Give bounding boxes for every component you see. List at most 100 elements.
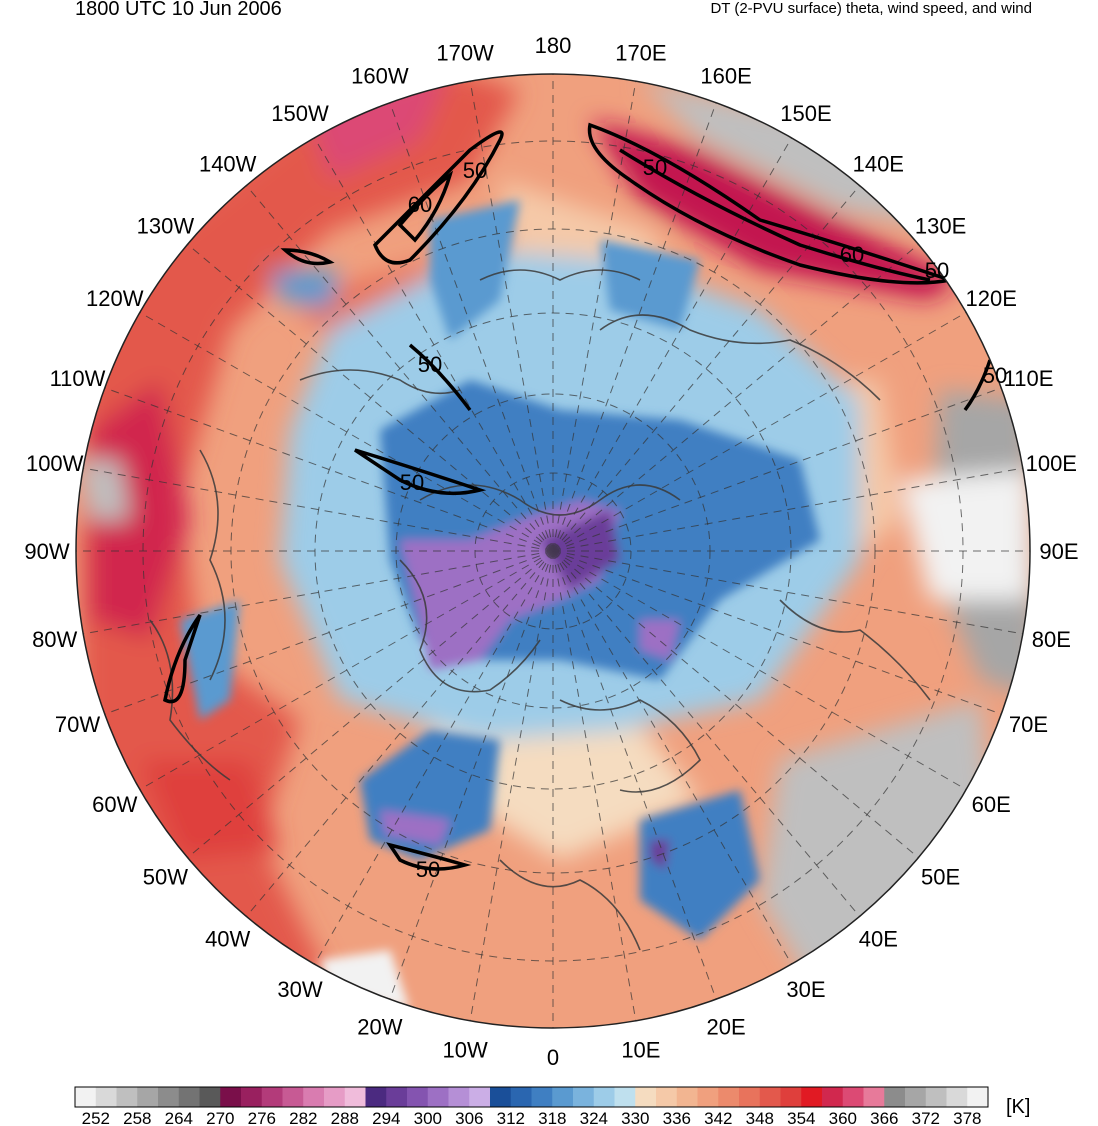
meridian-line bbox=[552, 244, 919, 552]
colorbar-swatch bbox=[241, 1087, 263, 1107]
valid-time-title: 1800 UTC 10 Jun 2006 bbox=[75, 0, 282, 20]
longitude-label: 50E bbox=[921, 864, 960, 889]
longitude-label: 30W bbox=[277, 977, 322, 1002]
longitude-label: 120E bbox=[966, 286, 1017, 311]
colorbar-tick-label: 360 bbox=[829, 1109, 857, 1126]
colorbar-tick-label: 378 bbox=[953, 1109, 981, 1126]
colorbar-tick-label: 300 bbox=[414, 1109, 442, 1126]
longitude-label: 30E bbox=[786, 977, 825, 1002]
colorbar-swatch bbox=[427, 1087, 449, 1107]
colorbar-tick-label: 288 bbox=[331, 1109, 359, 1126]
meridian-line bbox=[552, 550, 860, 917]
meridian-line bbox=[246, 550, 554, 917]
meridian-line bbox=[314, 550, 554, 965]
colorbar-swatch bbox=[946, 1087, 968, 1107]
colorbar-swatch bbox=[967, 1087, 989, 1107]
meridian-line bbox=[552, 550, 717, 1000]
contour-label: 50 bbox=[418, 352, 442, 377]
colorbar-swatch bbox=[822, 1087, 844, 1107]
contour-label: 50 bbox=[643, 155, 667, 180]
meridian-line bbox=[389, 550, 554, 1000]
colorbar-swatch bbox=[95, 1087, 117, 1107]
contour-label: 50 bbox=[400, 470, 424, 495]
meridian-line bbox=[552, 387, 1002, 552]
colorbar-tick-label: 270 bbox=[206, 1109, 234, 1126]
colorbar-tick-label: 348 bbox=[746, 1109, 774, 1126]
contour-label: 50 bbox=[416, 857, 440, 882]
wind-speed-contours bbox=[163, 122, 992, 871]
meridian-line bbox=[552, 550, 637, 1021]
colorbar-swatch bbox=[614, 1087, 636, 1107]
longitude-label: 60W bbox=[92, 792, 137, 817]
colorbar-swatch bbox=[407, 1087, 429, 1107]
colorbar-swatch bbox=[490, 1087, 512, 1107]
meridian-line bbox=[552, 550, 792, 965]
longitude-label: 150E bbox=[780, 101, 831, 126]
meridian-line bbox=[552, 467, 1023, 552]
colorbar-border bbox=[74, 1086, 989, 1108]
colorbar-swatch bbox=[531, 1087, 553, 1107]
meridian-line bbox=[187, 550, 554, 858]
longitude-label: 150W bbox=[271, 101, 329, 126]
colorbar-swatch bbox=[344, 1087, 366, 1107]
longitude-label: 10W bbox=[442, 1037, 487, 1062]
meridian-line bbox=[246, 185, 554, 552]
meridian-line bbox=[552, 550, 1023, 635]
longitude-label: 170W bbox=[436, 41, 494, 66]
colorbar-swatch bbox=[116, 1087, 138, 1107]
colorbar-unit: [K] bbox=[1006, 1096, 1031, 1118]
colorbar-swatch bbox=[365, 1087, 387, 1107]
meridian-line bbox=[83, 550, 554, 635]
longitude-label: 40E bbox=[859, 927, 898, 952]
colorbar-swatch bbox=[780, 1087, 802, 1107]
longitude-label: 20W bbox=[357, 1015, 402, 1040]
longitude-label: 90E bbox=[1039, 539, 1078, 564]
longitude-label: 160W bbox=[351, 64, 409, 89]
colorbar-swatch bbox=[552, 1087, 574, 1107]
meridian-line bbox=[139, 550, 554, 790]
colorbar-swatch bbox=[697, 1087, 719, 1107]
meridian-line bbox=[552, 137, 792, 552]
longitude-label: 40W bbox=[205, 927, 250, 952]
colorbar-swatch bbox=[510, 1087, 532, 1107]
colorbar-tick-label: 264 bbox=[165, 1109, 193, 1126]
contour-label: 60 bbox=[408, 192, 432, 217]
meridian-line bbox=[552, 102, 717, 552]
meridian-line bbox=[469, 550, 554, 1021]
colorbar-swatch bbox=[905, 1087, 927, 1107]
meridian-line bbox=[552, 550, 919, 858]
longitude-label: 70E bbox=[1009, 712, 1048, 737]
colorbar-swatch bbox=[863, 1087, 885, 1107]
colorbar-tick-label: 330 bbox=[621, 1109, 649, 1126]
meridian-line bbox=[469, 81, 554, 552]
meridian-line bbox=[139, 312, 554, 552]
longitude-label: 60E bbox=[972, 792, 1011, 817]
colorbar-swatch bbox=[75, 1087, 97, 1107]
colorbar: 252 258 264 270 276 282 288 294 300 306 312 318 324 3… bbox=[74, 1086, 989, 1126]
colorbar-tick-label: 252 bbox=[82, 1109, 110, 1126]
colorbar-swatch bbox=[220, 1087, 242, 1107]
meridian-line bbox=[552, 81, 637, 552]
longitude-label: 80E bbox=[1032, 627, 1071, 652]
meridian-line bbox=[389, 102, 554, 552]
longitude-label: 90W bbox=[24, 539, 69, 564]
longitude-label: 170E bbox=[615, 41, 666, 66]
meridian-line bbox=[552, 312, 967, 552]
longitude-label: 0 bbox=[547, 1045, 559, 1070]
colorbar-swatch bbox=[718, 1087, 740, 1107]
colorbar-swatch bbox=[656, 1087, 678, 1107]
colorbar-tick-label: 294 bbox=[372, 1109, 400, 1126]
longitude-label: 120W bbox=[86, 286, 144, 311]
colorbar-swatch bbox=[573, 1087, 595, 1107]
meridian-line bbox=[552, 550, 967, 790]
meridian-line bbox=[104, 387, 554, 552]
longitude-label: 110W bbox=[50, 366, 106, 391]
longitude-label: 110E bbox=[1004, 366, 1054, 391]
longitude-label: 10E bbox=[621, 1037, 660, 1062]
longitude-label: 130W bbox=[137, 214, 195, 239]
colorbar-tick-label: 282 bbox=[289, 1109, 317, 1126]
colorbar-tick-label: 258 bbox=[123, 1109, 151, 1126]
colorbar-swatch bbox=[593, 1087, 615, 1107]
meridian-line bbox=[552, 550, 1002, 715]
